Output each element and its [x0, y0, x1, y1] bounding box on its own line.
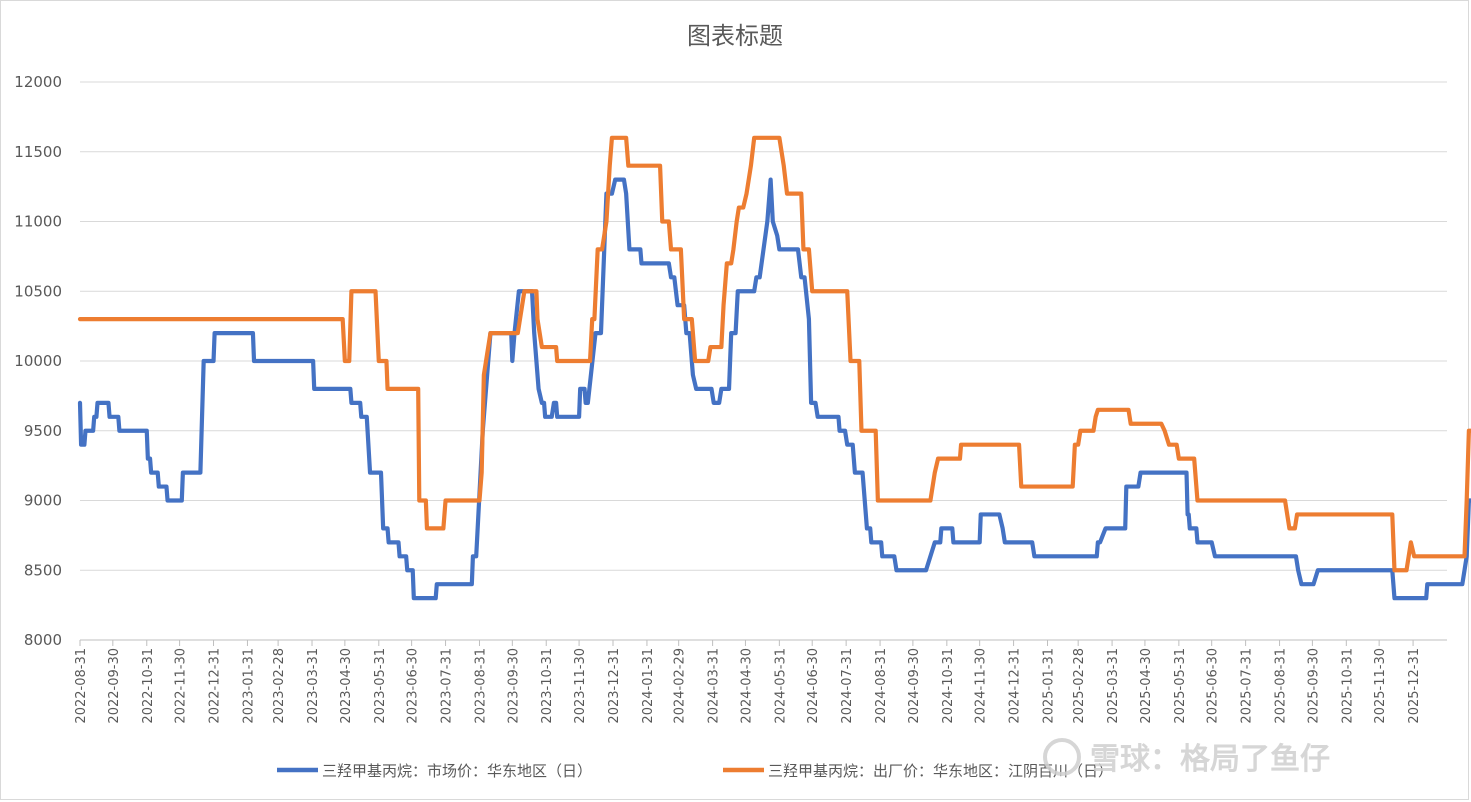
watermark-text: 雪球：格局了鱼仔: [1090, 742, 1330, 777]
y-tick-label: 11500: [14, 143, 62, 161]
x-tick-label: 2024-01-31: [641, 648, 656, 724]
x-tick-label: 2023-11-30: [573, 648, 588, 724]
x-tick-label: 2024-03-31: [707, 648, 722, 724]
x-tick-label: 2022-08-31: [74, 648, 89, 724]
x-tick-label: 2023-02-28: [272, 648, 287, 724]
x-tick-label: 2024-02-29: [673, 648, 688, 724]
x-tick-label: 2024-10-31: [941, 648, 956, 724]
x-tick-label: 2024-12-31: [1008, 648, 1023, 724]
gridlines: [80, 81, 1447, 571]
y-tick-label: 10500: [14, 282, 62, 300]
y-tick-label: 11000: [14, 213, 62, 231]
series-lines: [77, 135, 1471, 601]
x-tick-label: 2022-10-31: [141, 648, 156, 724]
x-tick-label: 2025-06-30: [1206, 648, 1221, 724]
x-tick-label: 2025-08-31: [1274, 648, 1289, 724]
x-tick-label: 2023-08-31: [473, 648, 488, 724]
x-tick-label: 2023-12-31: [607, 648, 622, 724]
x-tick-label: 2024-06-30: [806, 648, 821, 724]
x-tick-label: 2025-11-30: [1373, 648, 1388, 724]
x-tick-label: 2022-12-31: [208, 648, 223, 724]
y-tick-label: 10000: [14, 352, 62, 370]
chart-title: 图表标题: [687, 22, 783, 50]
x-tick-label: 2025-02-28: [1072, 648, 1087, 724]
x-tick-label: 2025-03-31: [1106, 648, 1121, 724]
x-tick-label: 2023-09-30: [506, 648, 521, 724]
x-tick-label: 2025-04-30: [1139, 648, 1154, 724]
y-tick-label: 8500: [24, 561, 62, 579]
x-tick-label: 2024-07-31: [840, 648, 855, 724]
x-tick-label: 2024-04-30: [739, 648, 754, 724]
x-tick-label: 2025-12-31: [1407, 648, 1422, 724]
x-tick-label: 2023-03-31: [306, 648, 321, 724]
legend: 三羟甲基丙烷：市场价：华东地区（日） 三羟甲基丙烷：出厂价：华东地区：江阴百川（…: [277, 762, 1113, 780]
x-tick-label: 2023-06-30: [406, 648, 421, 724]
x-tick-label: 2023-05-31: [373, 648, 388, 724]
axes: 8000 8500 9000 9500 10000 10500 11000 11500 1200…: [14, 73, 1447, 724]
watermark: 雪球：格局了鱼仔: [1043, 738, 1330, 777]
x-tick-label: 2024-11-30: [974, 648, 989, 724]
x-tick-label: 2024-09-30: [907, 648, 922, 724]
legend-item-series-1: 三羟甲基丙烷：市场价：华东地区（日）: [277, 762, 592, 780]
watermark-logo-icon: [1043, 738, 1081, 776]
x-tick-label: 2024-08-31: [874, 648, 889, 724]
x-tick-label: 2023-07-31: [440, 648, 455, 724]
series-line-1: [77, 177, 1471, 601]
x-tick-label: 2022-09-30: [107, 648, 122, 724]
legend-item-series-2: 三羟甲基丙烷：出厂价：华东地区：江阴百川（日）: [723, 762, 1113, 780]
series-line-2: [77, 135, 1471, 573]
y-tick-label: 9500: [24, 422, 62, 440]
x-tick-label: 2023-10-31: [540, 648, 555, 724]
x-tick-label: 2022-11-30: [174, 648, 189, 724]
x-tick-label: 2023-01-31: [241, 648, 256, 724]
x-tick-label: 2025-07-31: [1240, 648, 1255, 724]
x-tick-label: 2025-10-31: [1340, 648, 1355, 724]
x-tick-label: 2024-05-31: [773, 648, 788, 724]
y-tick-label: 9000: [24, 492, 62, 510]
y-tick-label: 12000: [14, 73, 62, 91]
x-tick-label: 2025-05-31: [1173, 648, 1188, 724]
x-tick-label: 2023-04-30: [339, 648, 354, 724]
legend-label-series-1: 三羟甲基丙烷：市场价：华东地区（日）: [322, 762, 592, 780]
y-tick-label: 8000: [24, 631, 62, 649]
x-tick-label: 2025-09-30: [1306, 648, 1321, 724]
legend-label-series-2: 三羟甲基丙烷：出厂价：华东地区：江阴百川（日）: [768, 762, 1113, 780]
x-tick-label: 2025-01-31: [1042, 648, 1057, 724]
